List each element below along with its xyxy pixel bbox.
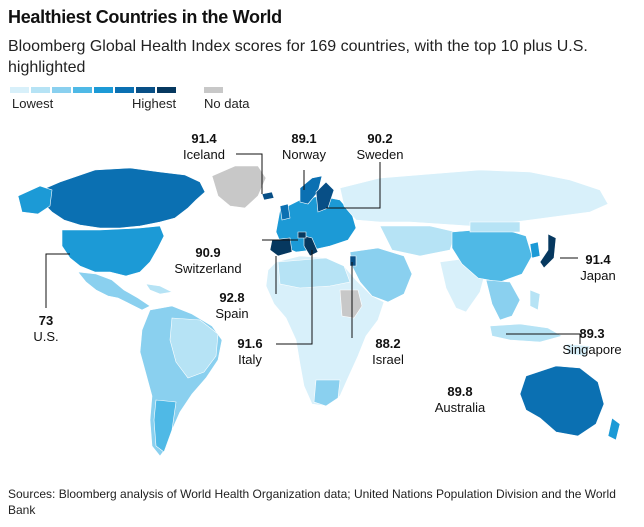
score-japan: 91.4 xyxy=(585,252,611,267)
country-israel: Israel xyxy=(372,352,404,367)
legend-swatch-7 xyxy=(136,87,155,93)
legend-swatch-8 xyxy=(157,87,176,93)
country-spain: Spain xyxy=(215,306,249,321)
mexico-shape xyxy=(77,271,151,311)
score-iceland: 91.4 xyxy=(191,131,217,146)
italy-shape xyxy=(303,235,319,257)
papua-shape xyxy=(565,343,591,357)
source-note: Sources: Bloomberg analysis of World Hea… xyxy=(8,487,616,517)
score-italy: 91.6 xyxy=(237,336,263,351)
legend-swatch-5 xyxy=(94,87,113,93)
country-iceland: Iceland xyxy=(183,147,225,162)
chart-subtitle: Bloomberg Global Health Index scores for… xyxy=(8,38,588,76)
callout-iceland: 91.4 Iceland xyxy=(172,131,236,163)
country-sweden: Sweden xyxy=(356,147,404,162)
callout-sweden: 90.2 Sweden xyxy=(348,131,412,163)
central-asia-shape xyxy=(379,225,457,257)
mongolia-shape xyxy=(469,221,521,233)
south-africa-shape xyxy=(313,379,341,407)
callout-japan: 91.4 Japan xyxy=(566,252,630,284)
israel-shape xyxy=(349,255,357,267)
callout-israel: 88.2 Israel xyxy=(356,336,420,368)
legend-highest-label: Highest xyxy=(132,96,177,111)
callout-spain: 92.8 Spain xyxy=(200,290,264,322)
alaska-shape xyxy=(17,185,53,215)
leader-sweden xyxy=(326,162,381,209)
legend-lowest-label: Lowest xyxy=(12,96,54,111)
iceland-shape xyxy=(261,191,275,201)
leader-singapore xyxy=(506,333,581,344)
switzerland-shape xyxy=(297,231,307,239)
score-spain: 92.8 xyxy=(219,290,245,305)
score-israel: 88.2 xyxy=(375,336,401,351)
leader-italy xyxy=(276,250,313,345)
chile-argentina-shape xyxy=(153,399,177,453)
chart-title: Healthiest Countries in the World xyxy=(8,7,282,27)
sudan-nodata-shape xyxy=(339,289,363,319)
usa-shape xyxy=(61,225,165,277)
new-zealand-shape xyxy=(607,417,621,441)
country-norway: Norway xyxy=(281,147,327,162)
country-switzerland: Switzerland xyxy=(174,261,242,276)
score-switzerland: 90.9 xyxy=(195,245,221,260)
legend-swatch-6 xyxy=(115,87,134,93)
callout-italy: 91.6 Italy xyxy=(218,336,282,368)
legend-swatch-4 xyxy=(73,87,92,93)
score-sweden: 90.2 xyxy=(367,131,393,146)
country-australia: Australia xyxy=(434,400,486,415)
southeast-asia-shape xyxy=(485,279,521,321)
legend-swatch-3 xyxy=(52,87,71,93)
leader-us xyxy=(45,253,70,308)
callout-norway: 89.1 Norway xyxy=(272,131,336,163)
brazil-shape xyxy=(169,317,219,379)
indonesia-shape xyxy=(489,323,563,343)
country-singapore: Singapore xyxy=(562,342,622,357)
canada-shape xyxy=(39,167,206,229)
score-singapore: 89.3 xyxy=(579,326,605,341)
spain-shape xyxy=(269,237,293,257)
callout-australia: 89.8 Australia xyxy=(428,384,492,416)
korea-shape xyxy=(529,241,541,259)
north-africa-shape xyxy=(277,257,351,289)
score-norway: 89.1 xyxy=(291,131,317,146)
legend-swatch-2 xyxy=(31,87,50,93)
australia-shape xyxy=(519,365,605,437)
sweden-shape xyxy=(315,181,335,213)
score-us: 73 xyxy=(38,313,54,328)
middle-east-shape xyxy=(349,247,413,303)
uk-shape xyxy=(279,203,291,221)
country-japan: Japan xyxy=(580,268,616,283)
country-italy: Italy xyxy=(238,352,262,367)
callout-switzerland: 90.9 Switzerland xyxy=(166,245,250,277)
score-australia: 89.8 xyxy=(447,384,473,399)
callout-us: 73 U.S. xyxy=(14,313,78,345)
greenland-shape xyxy=(211,165,267,209)
callout-singapore: 89.3 Singapore xyxy=(550,326,634,358)
legend-swatch-nodata xyxy=(204,87,223,93)
legend-no-data-label: No data xyxy=(204,96,250,111)
russia-shape xyxy=(339,169,609,227)
japan-shape xyxy=(539,233,557,269)
legend-swatch-1 xyxy=(10,87,29,93)
caribbean-shape xyxy=(145,283,173,295)
philippines-shape xyxy=(529,289,541,311)
country-us: U.S. xyxy=(33,329,59,344)
leader-iceland xyxy=(236,153,263,194)
